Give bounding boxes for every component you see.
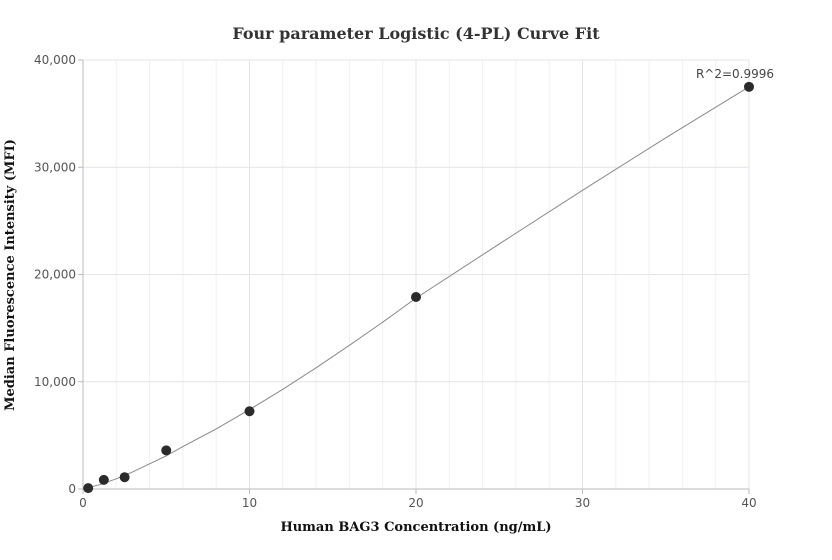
x-tick-label: 0 xyxy=(79,496,87,510)
y-tick-label: 0 xyxy=(68,482,76,496)
y-axis-title: Median Fluorescence Intensity (MFI) xyxy=(3,139,18,411)
chart-title: Four parameter Logistic (4-PL) Curve Fit xyxy=(232,24,600,43)
data-point xyxy=(98,474,109,485)
data-point xyxy=(744,81,754,92)
tick-labels: 0 10 20 30 40 0 10,000 20,000 30,000 40,000 xyxy=(34,53,757,510)
x-tick-label: 30 xyxy=(575,496,590,510)
y-tick-label: 10,000 xyxy=(34,375,76,389)
data-point xyxy=(411,292,421,303)
x-tick-label: 40 xyxy=(741,496,756,510)
y-tick-label: 20,000 xyxy=(34,268,76,282)
x-axis-title: Human BAG3 Concentration (ng/mL) xyxy=(280,520,551,535)
grid xyxy=(83,59,750,489)
data-point xyxy=(161,445,172,456)
data-points xyxy=(83,81,754,494)
y-tick-label: 30,000 xyxy=(34,160,76,174)
y-tick-label: 40,000 xyxy=(34,53,76,67)
r-squared-annotation: R^2=0.9996 xyxy=(696,67,774,81)
x-tick-label: 20 xyxy=(408,496,423,510)
data-point xyxy=(83,483,94,494)
x-tick-label: 10 xyxy=(242,496,257,510)
data-point xyxy=(119,472,130,483)
data-point xyxy=(244,406,255,417)
